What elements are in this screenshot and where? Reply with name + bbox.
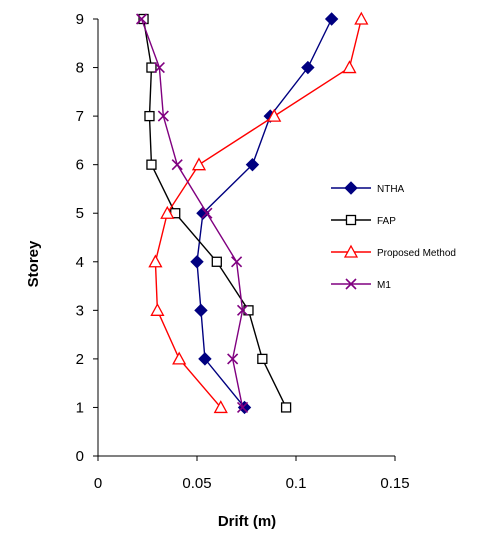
data-point-fap <box>257 353 268 365</box>
legend-label: FAP <box>377 216 396 227</box>
data-point-proposed-method <box>172 351 187 365</box>
series-proposed-method <box>148 11 369 414</box>
series-fap <box>138 13 292 413</box>
series-line-ntha <box>196 18 333 408</box>
legend-label: NTHA <box>377 184 405 195</box>
y-tick-label: 6 <box>76 157 84 174</box>
data-point-ntha <box>245 157 260 172</box>
legend-label: M1 <box>377 280 391 291</box>
x-marker-stroke <box>135 13 148 25</box>
data-point-proposed-method <box>342 60 357 74</box>
data-point-m1 <box>153 61 165 74</box>
data-point-proposed-method <box>160 205 175 219</box>
data-point-m1 <box>157 110 169 122</box>
y-tick-label: 7 <box>76 108 84 125</box>
legend: NTHA FAP Proposed Method M1 <box>331 181 456 291</box>
data-point-ntha <box>194 303 208 318</box>
legend-swatch-marker <box>345 214 357 226</box>
data-point-fap <box>146 62 157 73</box>
data-point-fap <box>146 159 157 170</box>
data-point-m1 <box>135 13 148 25</box>
legend-entry-fap: FAP <box>331 214 396 227</box>
x-marker-stroke <box>153 61 165 74</box>
legend-swatch-marker <box>344 181 358 195</box>
x-marker-stroke <box>345 278 357 290</box>
x-tick-label: 0.15 <box>380 475 409 492</box>
x-marker-stroke <box>201 207 213 219</box>
data-point-fap <box>243 305 254 316</box>
x-axis-title: Drift (m) <box>218 513 276 530</box>
legend-swatch-marker <box>345 278 357 290</box>
x-tick-label: 0 <box>94 475 102 492</box>
legend-swatch-marker <box>343 244 359 258</box>
data-point-proposed-method <box>150 302 165 316</box>
legend-entry-ntha: NTHA <box>331 181 405 195</box>
x-marker-stroke <box>231 256 243 268</box>
x-tick-label: 0.1 <box>286 475 307 492</box>
data-point-proposed-method <box>354 11 369 25</box>
x-tick-label: 0.05 <box>182 475 211 492</box>
data-point-fap <box>138 13 149 25</box>
data-point-fap <box>211 256 222 267</box>
legend-entry-proposed-method: Proposed Method <box>331 244 456 259</box>
data-point-m1 <box>231 256 243 268</box>
y-tick-label: 5 <box>76 205 84 222</box>
data-point-proposed-method <box>267 108 282 122</box>
data-point-m1 <box>201 207 213 219</box>
data-point-proposed-method <box>213 400 228 414</box>
data-point-m1 <box>171 159 183 171</box>
series-line-proposed-method <box>154 18 363 408</box>
legend-label: Proposed Method <box>377 248 456 259</box>
y-tick-label: 4 <box>76 254 84 271</box>
data-point-m1 <box>227 353 239 365</box>
y-tick-label: 9 <box>76 11 84 28</box>
series-line-m1 <box>140 18 244 408</box>
data-point-ntha <box>190 255 204 269</box>
y-tick-label: 0 <box>76 448 84 465</box>
data-point-ntha <box>301 60 315 75</box>
x-marker-stroke <box>157 110 169 122</box>
axes: 0 1 2 3 4 5 6 7 8 9 0 0.05 0.1 0.15 <box>76 11 410 492</box>
series-ntha <box>190 12 339 415</box>
data-point-proposed-method <box>148 254 163 268</box>
x-marker-stroke <box>227 353 239 365</box>
data-point-m1 <box>236 304 249 316</box>
y-tick-label: 2 <box>76 351 84 368</box>
series-m1 <box>135 13 249 414</box>
y-tick-label: 3 <box>76 302 84 319</box>
series-layer <box>135 11 369 415</box>
x-marker-stroke <box>171 159 183 171</box>
data-point-ntha <box>198 352 212 366</box>
x-marker-stroke <box>236 304 249 316</box>
data-point-proposed-method <box>191 157 207 171</box>
data-point-ntha <box>324 12 339 26</box>
y-axis-title: Storey <box>25 240 42 287</box>
y-tick-label: 8 <box>76 60 84 77</box>
data-point-fap <box>144 110 155 122</box>
legend-entry-m1: M1 <box>331 278 391 291</box>
data-point-fap <box>280 402 292 413</box>
x-marker-stroke <box>236 401 249 414</box>
data-point-m1 <box>236 401 249 414</box>
y-tick-label: 1 <box>76 399 84 416</box>
data-point-ntha <box>196 206 210 220</box>
